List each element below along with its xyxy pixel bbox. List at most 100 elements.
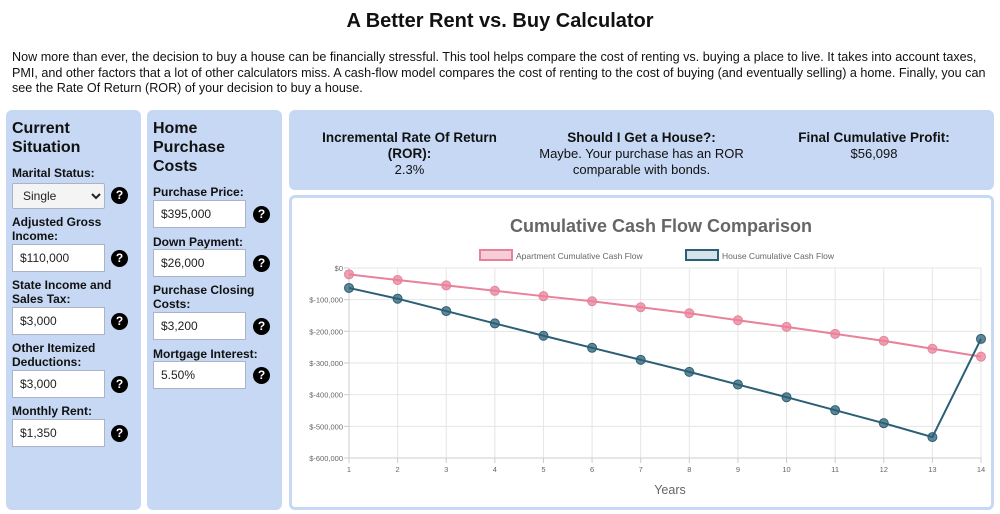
home-purchase-title: Home Purchase Costs	[153, 120, 226, 175]
legend-label: Apartment Cumulative Cash Flow	[516, 251, 643, 261]
current-situation-panel: Current Situation Marital Status: Single…	[6, 110, 141, 510]
apartment-data-point	[732, 315, 743, 326]
x-tick-label: 1	[347, 465, 351, 474]
x-tick-label: 2	[396, 465, 400, 474]
marital-status-select[interactable]: Single	[12, 183, 105, 209]
house-data-point	[684, 366, 695, 377]
itemized-deductions-input[interactable]	[12, 370, 105, 398]
itemized-deductions-help-icon[interactable]: ?	[111, 376, 128, 393]
monthly-rent-input[interactable]	[12, 419, 105, 447]
x-tick-label: 3	[444, 465, 448, 474]
apartment-data-point	[538, 291, 549, 302]
house-data-point	[489, 318, 500, 329]
y-tick-label: $-500,000	[309, 422, 343, 431]
should-buy-heading: Should I Get a House?:	[567, 130, 716, 145]
state-tax-input[interactable]	[12, 307, 105, 335]
house-data-point	[732, 379, 743, 390]
current-situation-title: Current Situation	[12, 120, 81, 156]
x-tick-label: 5	[541, 465, 545, 474]
x-tick-label: 12	[880, 465, 888, 474]
house-data-point	[878, 418, 889, 429]
apartment-data-point	[976, 351, 986, 362]
apartment-data-point	[441, 280, 452, 291]
down-payment-label: Down Payment:	[153, 235, 244, 249]
legend-swatch	[479, 249, 513, 261]
mortgage-interest-help-icon[interactable]: ?	[253, 367, 270, 384]
agi-input[interactable]	[12, 244, 105, 272]
home-purchase-panel: Home Purchase Costs Purchase Price: ? Do…	[147, 110, 282, 510]
y-tick-label: $-400,000	[309, 391, 343, 400]
y-tick-label: $-300,000	[309, 359, 343, 368]
x-tick-label: 9	[736, 465, 740, 474]
x-tick-label: 7	[639, 465, 643, 474]
purchase-price-label: Purchase Price:	[153, 185, 244, 199]
profit-value: $56,098	[850, 146, 898, 161]
x-tick-label: 13	[928, 465, 936, 474]
down-payment-help-icon[interactable]: ?	[253, 255, 270, 272]
apartment-data-point	[587, 296, 598, 307]
y-tick-label: $-100,000	[309, 296, 343, 305]
closing-costs-help-icon[interactable]: ?	[253, 318, 270, 335]
apartment-data-point	[489, 285, 500, 296]
apartment-data-point	[781, 321, 792, 332]
house-data-point	[392, 293, 403, 304]
agi-label: Adjusted Gross Income:	[12, 215, 102, 243]
legend-swatch	[685, 249, 719, 261]
agi-help-icon[interactable]: ?	[111, 250, 128, 267]
monthly-rent-label: Monthly Rent:	[12, 404, 92, 418]
monthly-rent-help-icon[interactable]: ?	[111, 425, 128, 442]
state-tax-help-icon[interactable]: ?	[111, 313, 128, 330]
house-data-point	[830, 405, 841, 416]
legend-label: House Cumulative Cash Flow	[722, 251, 835, 261]
house-data-point	[781, 392, 792, 403]
marital-status-label: Marital Status:	[12, 166, 95, 180]
profit-heading: Final Cumulative Profit:	[798, 130, 950, 145]
mortgage-interest-input[interactable]	[153, 361, 246, 389]
x-axis-label: Years	[654, 483, 686, 497]
down-payment-input[interactable]	[153, 249, 246, 277]
mortgage-interest-label: Mortgage Interest:	[153, 347, 258, 361]
ror-result: Incremental Rate Of Return (ROR): 2.3%	[307, 130, 512, 178]
x-tick-label: 6	[590, 465, 594, 474]
purchase-price-help-icon[interactable]: ?	[253, 206, 270, 223]
apartment-series-line	[348, 273, 982, 358]
apartment-data-point	[927, 343, 938, 354]
closing-costs-input[interactable]	[153, 312, 246, 340]
house-data-point	[635, 354, 646, 365]
chart-title: Cumulative Cash Flow Comparison	[510, 216, 812, 236]
house-data-point	[587, 342, 598, 353]
house-series-line	[348, 286, 982, 439]
purchase-price-input[interactable]	[153, 200, 246, 228]
x-tick-label: 8	[687, 465, 691, 474]
house-data-point	[927, 432, 938, 443]
page-title: A Better Rent vs. Buy Calculator	[346, 10, 654, 32]
apartment-data-point	[830, 328, 841, 339]
x-tick-label: 14	[977, 465, 985, 474]
ror-value: 2.3%	[394, 162, 425, 177]
x-tick-label: 11	[831, 465, 839, 474]
closing-costs-label: Purchase Closing Costs:	[153, 283, 255, 311]
results-panel: Incremental Rate Of Return (ROR): 2.3% S…	[289, 110, 994, 190]
house-data-point	[976, 333, 986, 344]
apartment-data-point	[344, 269, 354, 280]
ror-heading: Incremental Rate Of Return (ROR):	[322, 130, 497, 161]
state-tax-label: State Income and Sales Tax:	[12, 278, 112, 306]
chart-panel: Cumulative Cash Flow Comparison Apartment…	[289, 195, 994, 510]
marital-status-help-icon[interactable]: ?	[111, 187, 128, 204]
apartment-data-point	[635, 302, 646, 313]
apartment-data-point	[878, 335, 889, 346]
y-tick-label: $-200,000	[309, 327, 343, 336]
cash-flow-chart: Cumulative Cash Flow Comparison Apartment…	[309, 216, 986, 497]
x-tick-label: 4	[493, 465, 497, 474]
intro-text: Now more than ever, the decision to buy …	[12, 50, 986, 95]
house-data-point	[344, 282, 354, 293]
house-data-point	[538, 330, 549, 341]
x-tick-label: 10	[782, 465, 790, 474]
should-buy-result: Should I Get a House?: Maybe. Your purch…	[539, 130, 744, 178]
house-data-point	[441, 306, 452, 317]
apartment-data-point	[684, 308, 695, 319]
y-tick-label: $0	[335, 264, 343, 273]
apartment-data-point	[392, 275, 403, 286]
y-tick-label: $-600,000	[309, 454, 343, 463]
itemized-deductions-label: Other Itemized Deductions:	[12, 341, 96, 369]
